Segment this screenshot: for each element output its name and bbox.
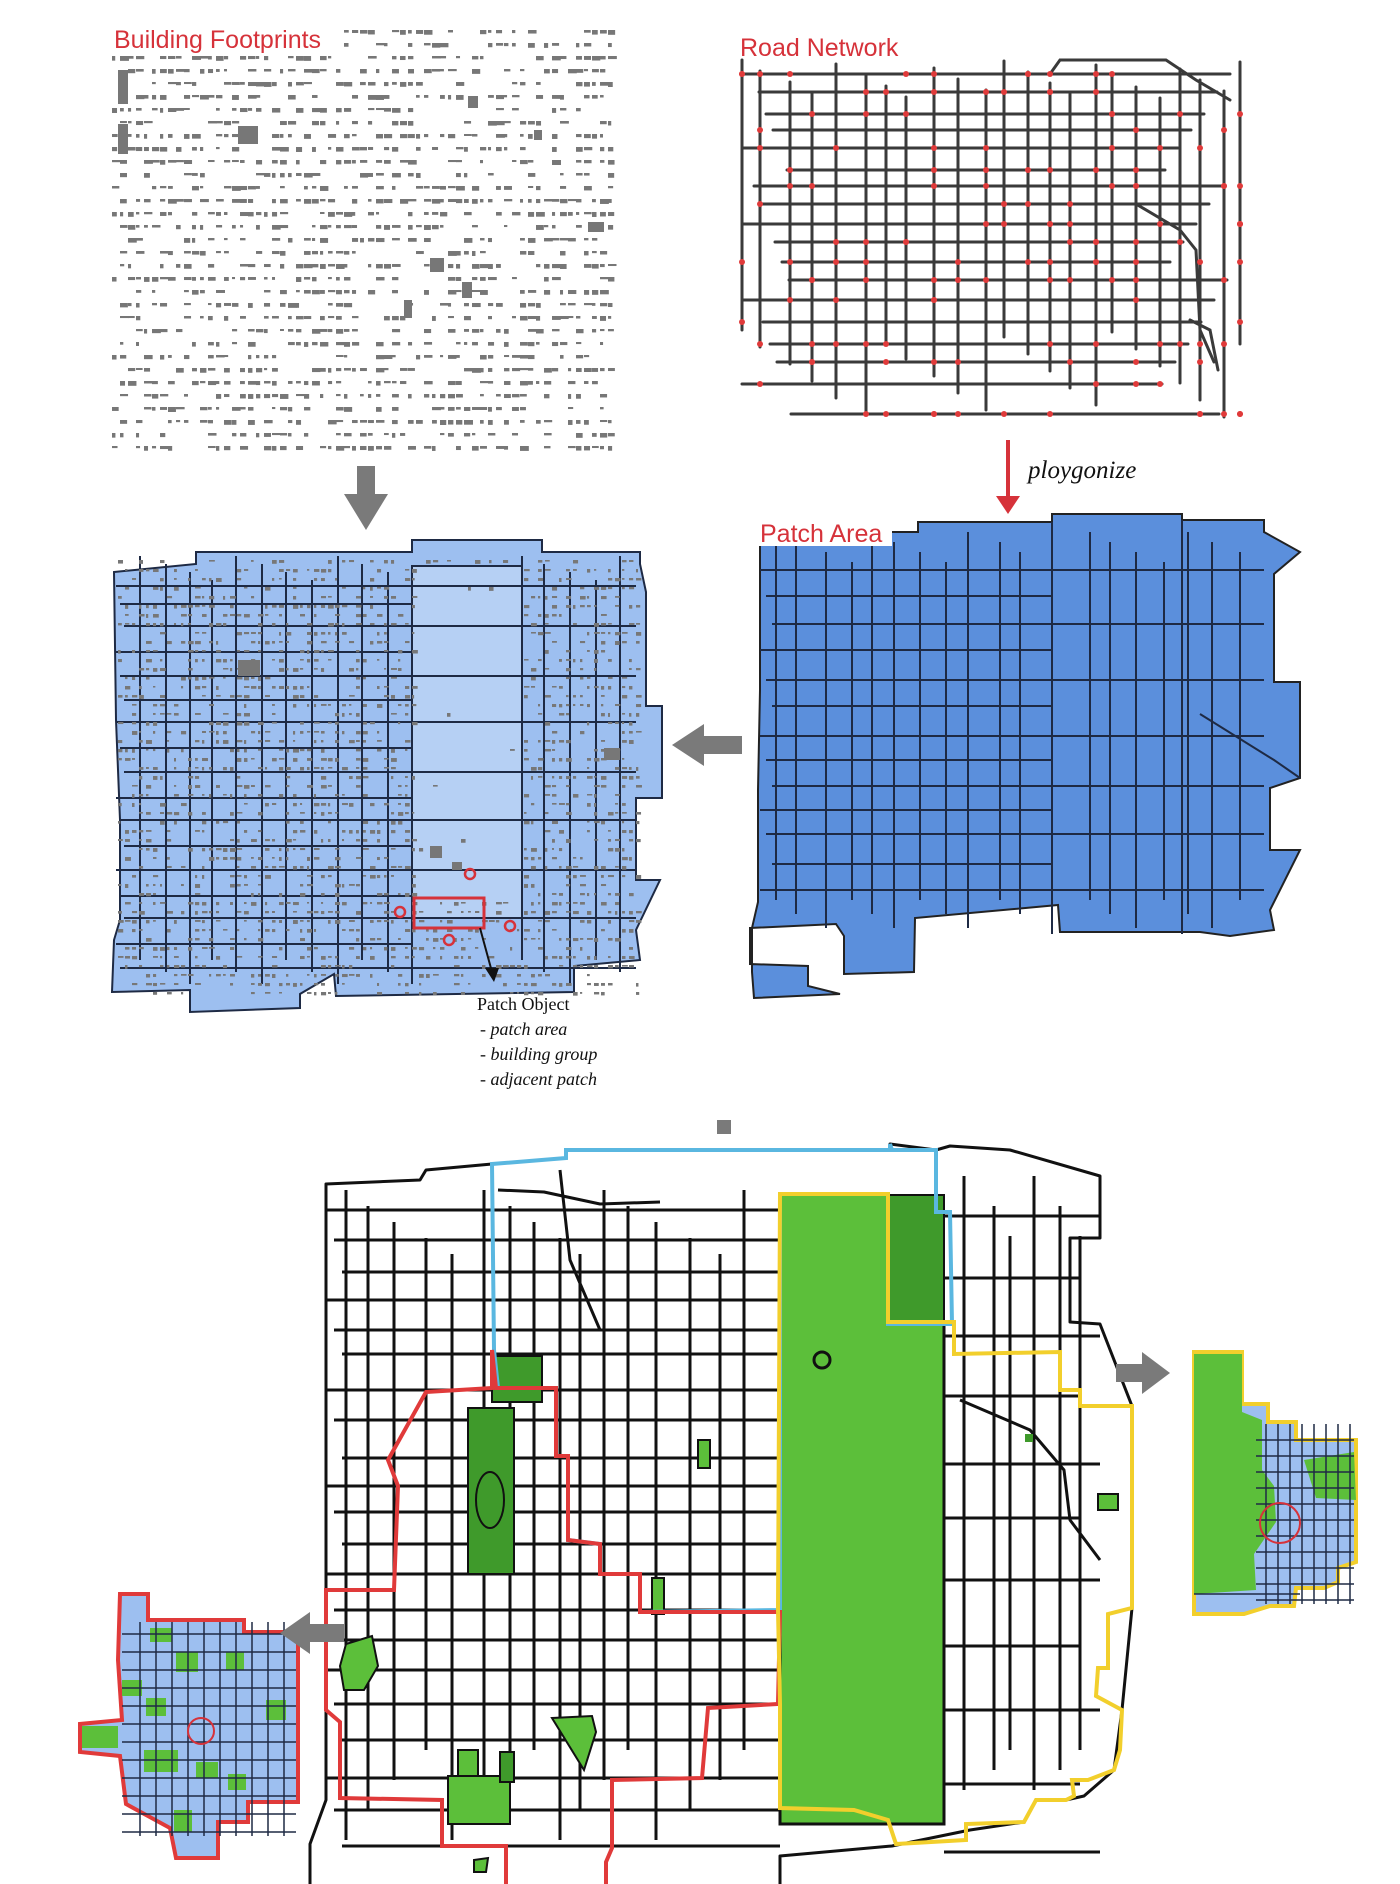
arrow-right-icon xyxy=(1116,1352,1170,1394)
arrow-left-icon xyxy=(672,724,742,766)
right-inset-panel xyxy=(1192,1350,1358,1616)
road-lines xyxy=(740,58,1242,419)
merged-patch-grid xyxy=(116,556,636,984)
partition-map-panel xyxy=(308,1120,1134,1884)
partition-street-grid xyxy=(308,1142,1134,1884)
merged-patch-panel xyxy=(110,539,663,1014)
building-footprints-title: Building Footprints xyxy=(114,26,321,54)
road-network-title: Road Network xyxy=(740,34,899,62)
legend-marker xyxy=(717,1120,731,1134)
patch-object-item: - adjacent patch xyxy=(480,1069,597,1089)
park-patch xyxy=(411,565,523,919)
partition-yellow-outline xyxy=(775,1192,1134,1847)
circle-markers xyxy=(393,867,517,947)
left-inset-cells xyxy=(82,1622,296,1836)
patch-area-title: Patch Area xyxy=(760,520,882,548)
left-inset-panel xyxy=(78,1592,300,1860)
patch-object-item: - building group xyxy=(480,1044,597,1064)
ploygonize-label: ploygonize xyxy=(1026,457,1136,484)
partition-red-outline xyxy=(324,1349,783,1884)
arrow-down-icon xyxy=(344,466,388,530)
right-inset-cells xyxy=(1194,1354,1356,1604)
patch-object-title: Patch Object xyxy=(477,994,569,1014)
arrow-left-icon xyxy=(280,1612,344,1654)
building-footprints-panel: Building Footprints xyxy=(112,26,617,451)
green-spaces xyxy=(338,1192,1119,1873)
patch-object-caption: Patch Object - patch area - building gro… xyxy=(477,994,597,1089)
selected-patch-highlight xyxy=(412,896,486,930)
building-footprint-group xyxy=(112,30,617,451)
patch-object-item: - patch area xyxy=(480,1019,567,1039)
patch-area-grid xyxy=(760,520,1301,934)
patch-area-shape xyxy=(749,513,1302,1000)
road-network-panel: Road Network xyxy=(739,34,1243,419)
merged-building-group xyxy=(118,560,642,996)
patch-area-panel: Patch Area xyxy=(749,513,1302,1000)
road-nodes xyxy=(739,71,1243,417)
arrow-down-icon xyxy=(996,440,1020,514)
